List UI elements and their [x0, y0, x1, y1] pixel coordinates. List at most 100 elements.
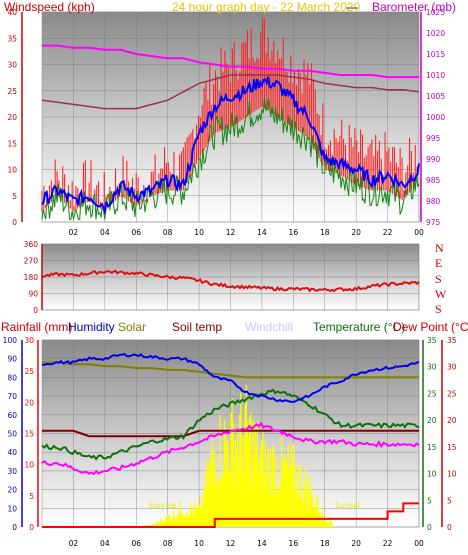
humidity-legend: Humidity	[68, 320, 115, 334]
x-tick-label: 08	[163, 228, 173, 237]
dewpoint-tick-label: 15	[447, 443, 457, 452]
barometer-tick-label: 1025	[426, 8, 445, 17]
top-series	[41, 17, 420, 220]
humidity-tick-label: 60	[7, 411, 17, 420]
top-axis-ticks: 0510152025303540975980985990995100010051…	[7, 8, 445, 227]
wind-mean-line	[41, 98, 420, 220]
humidity-tick-label: 70	[7, 392, 17, 401]
temperature-legend: Temperature (°C)	[313, 320, 405, 334]
rainfall-tick-label: 0	[29, 523, 34, 532]
x-tick-label: 14	[257, 228, 267, 237]
humidity-tick-label: 0	[12, 523, 17, 532]
x-tick-label: 06	[131, 539, 141, 548]
rainfall-tick-label: 25	[24, 367, 34, 376]
humidity-tick-label: 10	[7, 504, 17, 513]
solar-line	[42, 361, 419, 379]
soiltemp-legend: Soil temp	[172, 320, 222, 334]
windspeed-tick-label: 25	[7, 87, 17, 96]
x-tick-label: 12	[226, 228, 236, 237]
direction-tick-label: 90	[28, 290, 38, 299]
barometer-tick-label: 995	[426, 134, 441, 143]
humidity-tick-label: 50	[7, 430, 17, 439]
wind-direction-line	[41, 269, 420, 293]
solar-legend: Solar	[118, 320, 146, 334]
x-tick-label: 10	[194, 228, 204, 237]
graph-subtitle: 24 hour graph day - 22 March 2020	[172, 0, 360, 14]
windspeed-tick-label: 35	[7, 34, 17, 43]
humidity-line	[41, 353, 420, 403]
windspeed-tick-label: 20	[7, 113, 17, 122]
x-tick-label: 16	[289, 539, 299, 548]
temperature-line	[41, 388, 420, 461]
x-tick-label: 22	[383, 539, 393, 548]
rainfall-legend: Rainfall (mm)	[1, 320, 72, 334]
x-tick-label: 20	[351, 539, 361, 548]
windspeed-axis-title: Windspeed (kph)	[4, 0, 95, 14]
dewpoint-tick-label: 25	[447, 389, 457, 398]
barometer-tick-label: 980	[426, 197, 441, 206]
x-tick-label: 00	[414, 539, 424, 548]
direction-tick-label: 360	[24, 240, 39, 249]
x-tick-label: 02	[69, 539, 79, 548]
x-tick-label: 22	[383, 228, 393, 237]
x-tick-label: 16	[289, 228, 299, 237]
dewpoint-line	[41, 421, 420, 476]
humidity-tick-label: 40	[7, 448, 17, 457]
bottom-axis-ticks: 0102030405060708090100051015202530051015…	[3, 336, 457, 532]
barometer-tick-label: 975	[426, 218, 441, 227]
direction-axis-ticks: 0 90 180 270 360	[24, 240, 39, 315]
pressure-trend-line	[41, 74, 420, 110]
temperature-tick-label: 15	[427, 443, 437, 452]
x-tick-label: 14	[257, 539, 267, 548]
windspeed-tick-label: 5	[12, 192, 17, 201]
x-tick-label: 18	[320, 539, 330, 548]
rainfall-tick-label: 15	[24, 430, 34, 439]
temperature-tick-label: 5	[427, 496, 432, 505]
dewpoint-tick-label: 5	[447, 496, 452, 505]
x-tick-label: 20	[351, 228, 361, 237]
barometer-tick-label: 1005	[426, 92, 445, 101]
x-tick-label: 10	[194, 539, 204, 548]
x-tick-label: 06	[131, 228, 141, 237]
humidity-tick-label: 20	[7, 486, 17, 495]
compass-label: S	[435, 302, 442, 316]
x-tick-label: 18	[320, 228, 330, 237]
windspeed-tick-label: 10	[7, 166, 17, 175]
dewpoint-tick-label: 30	[447, 363, 457, 372]
temperature-tick-label: 0	[427, 523, 432, 532]
x-tick-label: 00	[414, 228, 424, 237]
windspeed-tick-label: 15	[7, 139, 17, 148]
rainfall-line	[42, 502, 419, 528]
windspeed-tick-label: 40	[7, 8, 17, 17]
direction-tick-label: 0	[33, 306, 38, 315]
wind-barometer-chart: 02 04 06 08 10 12 14 16 18 20 22 00 051015202530354…	[4, 0, 456, 237]
direction-gridlines	[42, 243, 420, 311]
dewpoint-legend: Dew Point (°C)	[393, 320, 468, 334]
barometer-tick-label: 1015	[426, 50, 445, 59]
barometer-axis-title: Barometer (mb)	[372, 0, 456, 14]
dewpoint-tick-label: 0	[447, 523, 452, 532]
windspeed-tick-label: 30	[7, 61, 17, 70]
compass-label: W	[435, 287, 447, 301]
x-tick-label: 12	[226, 539, 236, 548]
sunset-label: Sunset	[335, 501, 361, 510]
x-tick-label: 04	[100, 228, 110, 237]
barometer-tick-label: 1020	[426, 29, 445, 38]
compass-label: N	[435, 241, 444, 255]
compass-labels: N E S W S	[435, 241, 447, 316]
rainfall-tick-label: 10	[24, 461, 34, 470]
temperature-tick-label: 35	[427, 336, 437, 345]
barometer-tick-label: 1010	[426, 71, 445, 80]
barometer-tick-label: 1000	[426, 113, 445, 122]
humidity-tick-label: 80	[7, 373, 17, 382]
barometer-tick-label: 990	[426, 155, 441, 164]
subtitle-separator: ---	[346, 0, 358, 14]
temperature-humidity-chart: Rainfall (mm) Humidity Solar Soil temp W…	[1, 320, 468, 548]
dewpoint-tick-label: 10	[447, 470, 457, 479]
wind-direction-chart: 0 90 180 270 360 N E S W S	[24, 240, 447, 316]
windchill-legend: Windchill	[245, 320, 293, 334]
direction-tick-label: 270	[24, 257, 39, 266]
temperature-tick-label: 30	[427, 363, 437, 372]
bottom-series	[41, 353, 420, 528]
